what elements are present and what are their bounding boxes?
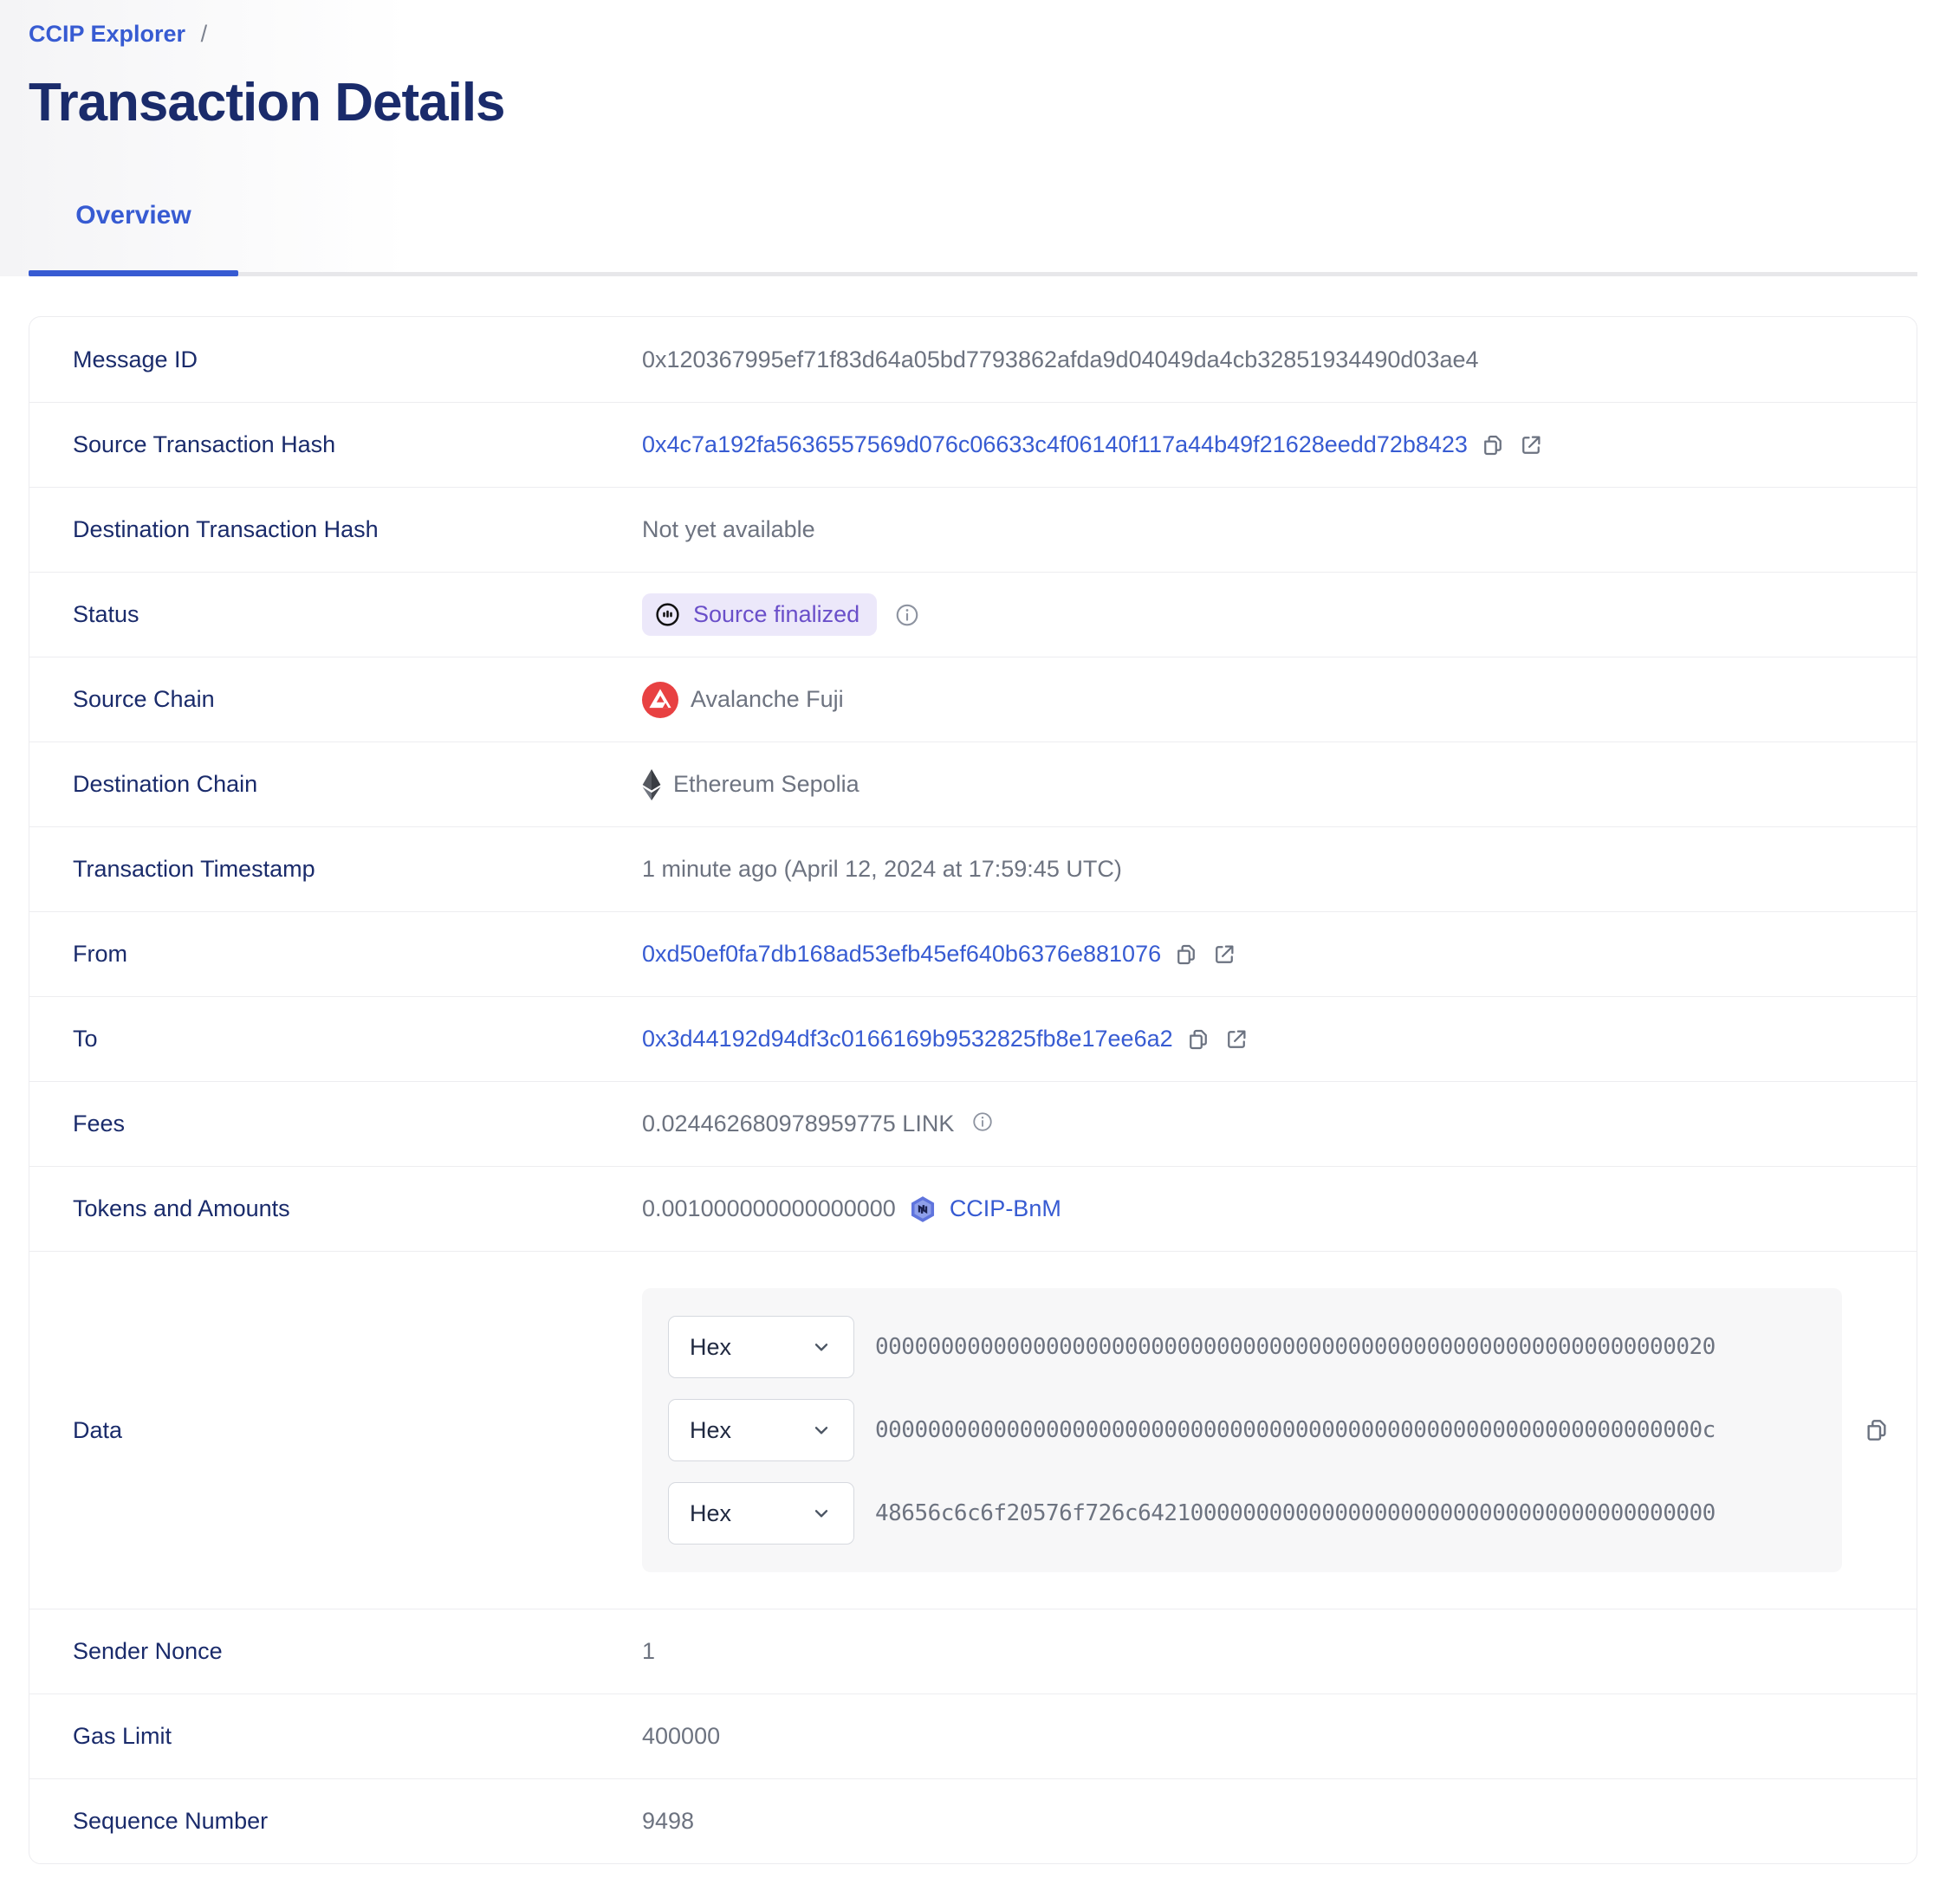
external-link-icon[interactable]	[1223, 1026, 1249, 1052]
fees-label: Fees	[73, 1111, 126, 1137]
hex-select-value: Hex	[690, 1499, 732, 1526]
tab-bar: Overview	[29, 201, 1917, 276]
row-to: To 0x3d44192d94df3c0166169b9532825fb8e17…	[29, 996, 1917, 1081]
message-id-value: 0x120367995ef71f83d64a05bd7793862afda9d0…	[642, 346, 1479, 372]
copy-icon[interactable]	[1185, 1026, 1211, 1052]
source-tx-hash-label: Source Transaction Hash	[73, 431, 336, 457]
from-address-link[interactable]: 0xd50ef0fa7db168ad53efb45ef640b6376e8810…	[642, 941, 1162, 967]
source-chain-value: Avalanche Fuji	[691, 686, 844, 712]
tokens-amount: 0.001000000000000000	[642, 1195, 896, 1221]
dest-tx-hash-value: Not yet available	[642, 516, 815, 542]
to-address-link[interactable]: 0x3d44192d94df3c0166169b9532825fb8e17ee6…	[642, 1026, 1173, 1052]
page-title: Transaction Details	[29, 73, 506, 133]
external-link-icon[interactable]	[1518, 432, 1544, 458]
copy-icon[interactable]	[1480, 432, 1506, 458]
row-status: Status Source finalized	[29, 572, 1917, 657]
transaction-details-card: Message ID 0x120367995ef71f83d64a05bd779…	[29, 316, 1917, 1864]
source-chain-label: Source Chain	[73, 686, 215, 712]
hex-encoding-select[interactable]: Hex	[668, 1316, 854, 1378]
chevron-down-icon	[810, 1419, 833, 1441]
breadcrumb: CCIP Explorer /	[29, 21, 1917, 48]
hex-data-line: 48656c6c6f20576f726c64210000000000000000…	[875, 1500, 1716, 1526]
row-from: From 0xd50ef0fa7db168ad53efb45ef640b6376…	[29, 911, 1917, 996]
row-message-id: Message ID 0x120367995ef71f83d64a05bd779…	[29, 317, 1917, 402]
status-progress-icon	[654, 601, 681, 628]
sequence-number-label: Sequence Number	[73, 1808, 269, 1834]
sequence-number-value: 9498	[642, 1808, 695, 1834]
row-source-chain: Source Chain Avalanche Fuji	[29, 657, 1917, 742]
chevron-down-icon	[810, 1336, 833, 1358]
row-dest-tx-hash: Destination Transaction Hash Not yet ava…	[29, 487, 1917, 572]
tokens-label: Tokens and Amounts	[73, 1195, 290, 1221]
page-header: CCIP Explorer / Transaction Details Over…	[0, 0, 1946, 276]
breadcrumb-ccip-explorer-link[interactable]: CCIP Explorer	[29, 21, 186, 47]
to-label: To	[73, 1026, 98, 1052]
row-timestamp: Transaction Timestamp 1 minute ago (Apri…	[29, 826, 1917, 911]
status-badge: Source finalized	[642, 593, 878, 636]
hex-line: Hex 000000000000000000000000000000000000…	[668, 1399, 1816, 1461]
row-sender-nonce: Sender Nonce 1	[29, 1609, 1917, 1694]
row-tokens: Tokens and Amounts 0.001000000000000000 …	[29, 1166, 1917, 1251]
gas-limit-label: Gas Limit	[73, 1723, 172, 1749]
hex-encoding-select[interactable]: Hex	[668, 1482, 854, 1545]
data-label: Data	[73, 1416, 123, 1443]
message-id-label: Message ID	[73, 346, 198, 372]
row-gas-limit: Gas Limit 400000	[29, 1694, 1917, 1778]
hex-data-line: 0000000000000000000000000000000000000000…	[875, 1334, 1716, 1360]
timestamp-value: 1 minute ago (April 12, 2024 at 17:59:45…	[642, 856, 1122, 882]
breadcrumb-separator: /	[200, 21, 208, 47]
avalanche-icon	[642, 681, 678, 718]
copy-icon[interactable]	[1863, 1416, 1891, 1444]
hex-line: Hex 48656c6c6f20576f726c6421000000000000…	[668, 1482, 1816, 1545]
hex-select-value: Hex	[690, 1416, 732, 1443]
status-info-icon[interactable]	[894, 602, 920, 628]
hex-select-value: Hex	[690, 1333, 732, 1360]
timestamp-label: Transaction Timestamp	[73, 856, 315, 882]
ethereum-icon	[642, 768, 661, 800]
data-hex-panel: Hex 000000000000000000000000000000000000…	[642, 1288, 1842, 1572]
sender-nonce-value: 1	[642, 1638, 656, 1664]
copy-icon[interactable]	[1173, 942, 1199, 968]
row-fees: Fees 0.024462680978959775 LINK	[29, 1081, 1917, 1166]
hex-line: Hex 000000000000000000000000000000000000…	[668, 1316, 1816, 1378]
from-label: From	[73, 941, 127, 967]
fees-info-icon[interactable]	[971, 1111, 994, 1133]
row-sequence-number: Sequence Number 9498	[29, 1778, 1917, 1863]
fees-value: 0.024462680978959775 LINK	[642, 1111, 955, 1137]
chevron-down-icon	[810, 1502, 833, 1525]
ccip-bnm-token-icon	[908, 1195, 937, 1224]
ccip-bnm-token-link[interactable]: CCIP-BnM	[949, 1195, 1061, 1221]
status-badge-text: Source finalized	[693, 601, 860, 627]
source-tx-hash-link[interactable]: 0x4c7a192fa5636557569d076c06633c4f06140f…	[642, 431, 1468, 457]
external-link-icon[interactable]	[1211, 942, 1237, 968]
dest-tx-hash-label: Destination Transaction Hash	[73, 516, 379, 542]
row-data: Data Hex 0000000000000000000000000000000…	[29, 1251, 1917, 1609]
hex-encoding-select[interactable]: Hex	[668, 1399, 854, 1461]
row-dest-chain: Destination Chain Ethereum Sepolia	[29, 742, 1917, 826]
hex-data-line: 0000000000000000000000000000000000000000…	[875, 1417, 1716, 1443]
dest-chain-label: Destination Chain	[73, 771, 258, 797]
row-source-tx-hash: Source Transaction Hash 0x4c7a192fa56365…	[29, 402, 1917, 487]
status-label: Status	[73, 601, 139, 627]
sender-nonce-label: Sender Nonce	[73, 1638, 223, 1664]
tab-overview[interactable]: Overview	[29, 201, 238, 276]
gas-limit-value: 400000	[642, 1723, 721, 1749]
dest-chain-value: Ethereum Sepolia	[673, 771, 859, 797]
